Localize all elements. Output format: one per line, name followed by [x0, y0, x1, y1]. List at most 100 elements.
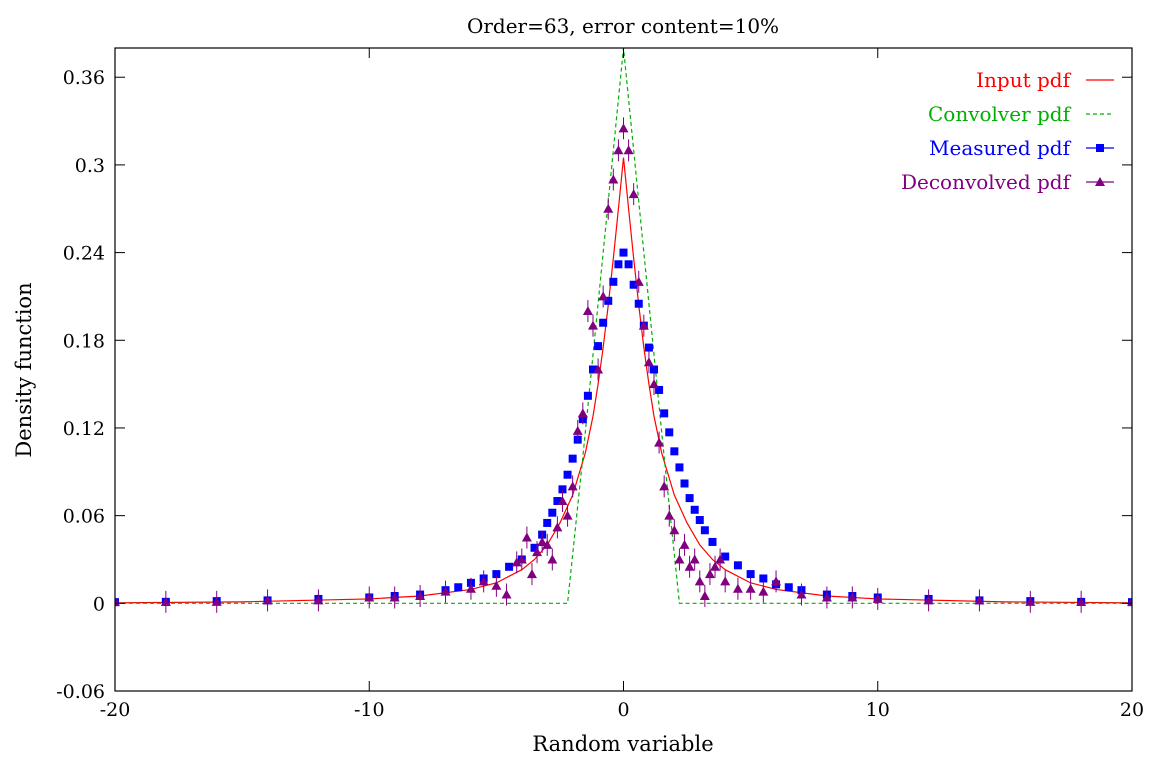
deconvolved-pdf-point — [710, 561, 721, 571]
deconvolved-pdf-point — [623, 145, 634, 155]
legend-swatch-marker — [1096, 144, 1104, 152]
deconvolved-pdf-point — [796, 589, 807, 599]
deconvolved-pdf-point — [694, 576, 705, 586]
y-tick-label: 0.12 — [63, 418, 105, 440]
measured-pdf-point — [695, 516, 704, 525]
deconvolved-pdf-point — [679, 539, 690, 549]
x-tick-label: 0 — [617, 699, 629, 721]
deconvolved-pdf-point — [547, 554, 558, 564]
input-pdf-series — [115, 157, 1132, 604]
measured-pdf-point — [530, 543, 539, 552]
x-tick-label: -10 — [354, 699, 385, 721]
deconvolved-pdf-point — [465, 583, 476, 593]
deconvolved-pdf-point — [603, 203, 614, 213]
measured-pdf-point — [558, 485, 567, 494]
convolver-pdf-line — [115, 48, 1132, 604]
deconvolved-pdf-series — [115, 117, 1132, 613]
y-tick-label: 0 — [93, 593, 105, 615]
deconvolved-pdf-point — [521, 532, 532, 542]
plot-area — [115, 48, 1132, 613]
deconvolved-pdf-point — [211, 596, 222, 606]
deconvolved-pdf-point — [684, 561, 695, 571]
measured-pdf-point — [675, 463, 684, 472]
measured-pdf-point — [721, 552, 730, 561]
deconvolved-pdf-point — [847, 592, 858, 602]
legend-entry-input-pdf: Input pdf — [976, 68, 1114, 92]
deconvolved-pdf-point — [974, 595, 985, 605]
deconvolved-pdf-point — [598, 291, 609, 301]
x-tick-label: -20 — [100, 699, 131, 721]
deconvolved-pdf-point — [643, 357, 654, 367]
x-tick-label: 10 — [866, 699, 890, 721]
deconvolved-pdf-point — [537, 536, 548, 546]
deconvolved-pdf-point — [491, 580, 502, 590]
deconvolved-pdf-point — [532, 547, 543, 557]
measured-pdf-point — [634, 299, 643, 308]
y-tick-label: -0.06 — [56, 681, 105, 703]
deconvolved-pdf-point — [732, 583, 743, 593]
legend-swatch-marker — [1095, 177, 1105, 186]
deconvolved-pdf-point — [542, 539, 553, 549]
y-axis-title: Density function — [12, 282, 36, 457]
measured-pdf-point — [700, 526, 709, 535]
deconvolved-pdf-point — [577, 408, 588, 418]
legend-entry-measured-pdf: Measured pdf — [929, 136, 1114, 160]
measured-pdf-series — [115, 248, 1132, 607]
measured-pdf-point — [588, 365, 597, 374]
measured-pdf-point — [759, 574, 768, 583]
deconvolved-pdf-point — [478, 576, 489, 586]
measured-pdf-point — [644, 343, 653, 352]
deconvolved-pdf-point — [704, 569, 715, 579]
deconvolved-pdf-point — [557, 496, 568, 506]
measured-pdf-point — [680, 479, 689, 488]
deconvolved-pdf-point — [572, 425, 583, 435]
measured-pdf-point — [609, 277, 618, 286]
measured-pdf-point — [670, 447, 679, 456]
measured-pdf-point — [733, 561, 742, 570]
deconvolved-pdf-point — [608, 174, 619, 184]
measured-pdf-point — [594, 342, 603, 351]
deconvolved-pdf-point — [1076, 596, 1087, 606]
deconvolved-pdf-point — [745, 583, 756, 593]
deconvolved-pdf-point — [628, 189, 639, 199]
measured-pdf-point — [629, 280, 638, 289]
deconvolved-pdf-point — [511, 557, 522, 567]
y-tick-label: 0.24 — [63, 243, 105, 265]
legend-label: Convolver pdf — [928, 102, 1072, 126]
deconvolved-pdf-point — [1025, 596, 1036, 606]
measured-pdf-point — [655, 385, 664, 394]
deconvolved-pdf-point — [654, 437, 665, 447]
x-tick-label: 20 — [1120, 699, 1144, 721]
deconvolved-pdf-point — [501, 589, 512, 599]
measured-pdf-point — [665, 428, 674, 437]
measured-pdf-point — [690, 505, 699, 514]
deconvolved-pdf-point — [659, 481, 670, 491]
deconvolved-pdf-point — [389, 592, 400, 602]
measured-pdf-point — [604, 296, 613, 305]
deconvolved-pdf-point — [313, 595, 324, 605]
measured-pdf-point — [614, 260, 623, 269]
deconvolved-pdf-point — [618, 123, 629, 133]
deconvolved-pdf-point — [567, 481, 578, 491]
measured-pdf-point — [599, 318, 608, 327]
axis-ticks: -20 -10 0 10 20 -0.06 0 0.06 0.12 0.18 0.24 0.3 0.36 — [56, 48, 1144, 721]
legend-label: Deconvolved pdf — [901, 170, 1072, 194]
measured-pdf-point — [746, 570, 755, 579]
deconvolved-pdf-point — [758, 586, 769, 596]
deconvolved-pdf-point — [593, 364, 604, 374]
deconvolved-pdf-point — [674, 554, 685, 564]
measured-pdf-point — [553, 497, 562, 506]
measured-pdf-point — [708, 537, 717, 546]
measured-pdf-point — [624, 260, 633, 269]
measured-pdf-point — [543, 518, 552, 527]
measured-pdf-point — [563, 470, 572, 479]
deconvolved-pdf-point — [633, 276, 644, 286]
deconvolved-pdf-point — [526, 569, 537, 579]
deconvolved-pdf-point — [160, 596, 171, 606]
legend-entry-convolver-pdf: Convolver pdf — [928, 102, 1114, 126]
chart-title: Order=63, error content=10% — [467, 14, 779, 38]
deconvolved-pdf-point — [689, 554, 700, 564]
x-axis-title: Random variable — [532, 732, 713, 756]
y-tick-label: 0.3 — [75, 155, 105, 177]
